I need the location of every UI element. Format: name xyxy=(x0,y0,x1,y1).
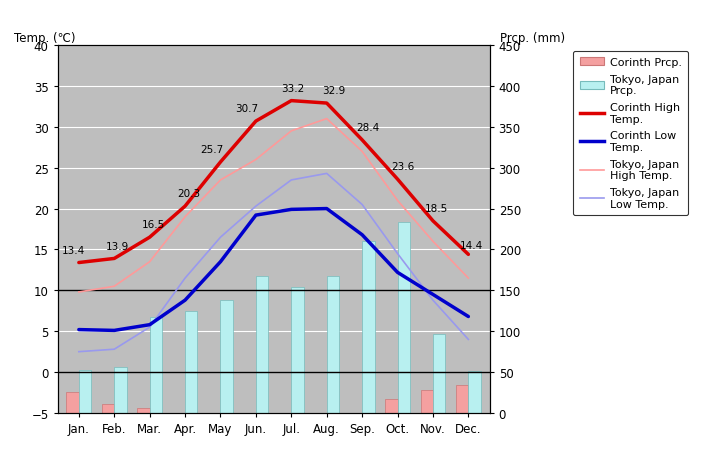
Text: 18.5: 18.5 xyxy=(425,203,448,213)
Legend: Corinth Prcp., Tokyo, Japan
Prcp., Corinth High
Temp., Corinth Low
Temp., Tokyo,: Corinth Prcp., Tokyo, Japan Prcp., Corin… xyxy=(573,51,688,216)
Bar xyxy=(220,301,233,413)
Text: 14.4: 14.4 xyxy=(460,240,484,250)
Text: 28.4: 28.4 xyxy=(356,123,379,133)
Bar xyxy=(292,287,304,413)
Bar xyxy=(185,311,197,413)
Text: 30.7: 30.7 xyxy=(235,104,258,114)
Bar xyxy=(397,222,410,413)
Bar xyxy=(468,371,481,413)
Bar xyxy=(433,335,446,413)
Text: 16.5: 16.5 xyxy=(142,220,165,230)
Bar xyxy=(79,371,91,413)
Text: Temp. (℃): Temp. (℃) xyxy=(14,32,76,45)
Bar xyxy=(256,276,269,413)
Bar xyxy=(362,242,374,413)
Bar xyxy=(456,386,468,413)
Bar xyxy=(114,367,127,413)
Text: 32.9: 32.9 xyxy=(322,86,346,96)
Bar xyxy=(420,390,433,413)
Bar xyxy=(327,276,339,413)
Text: 13.4: 13.4 xyxy=(62,245,85,255)
Text: 13.9: 13.9 xyxy=(106,241,130,251)
Text: 25.7: 25.7 xyxy=(200,145,223,155)
Bar xyxy=(385,399,397,413)
Text: Prcp. (mm): Prcp. (mm) xyxy=(500,32,565,45)
Text: 20.3: 20.3 xyxy=(177,189,200,199)
Bar xyxy=(150,318,162,413)
Bar xyxy=(138,408,150,413)
Text: 33.2: 33.2 xyxy=(282,84,305,94)
Bar xyxy=(66,392,79,413)
Bar xyxy=(102,404,114,413)
Text: 23.6: 23.6 xyxy=(391,162,415,172)
